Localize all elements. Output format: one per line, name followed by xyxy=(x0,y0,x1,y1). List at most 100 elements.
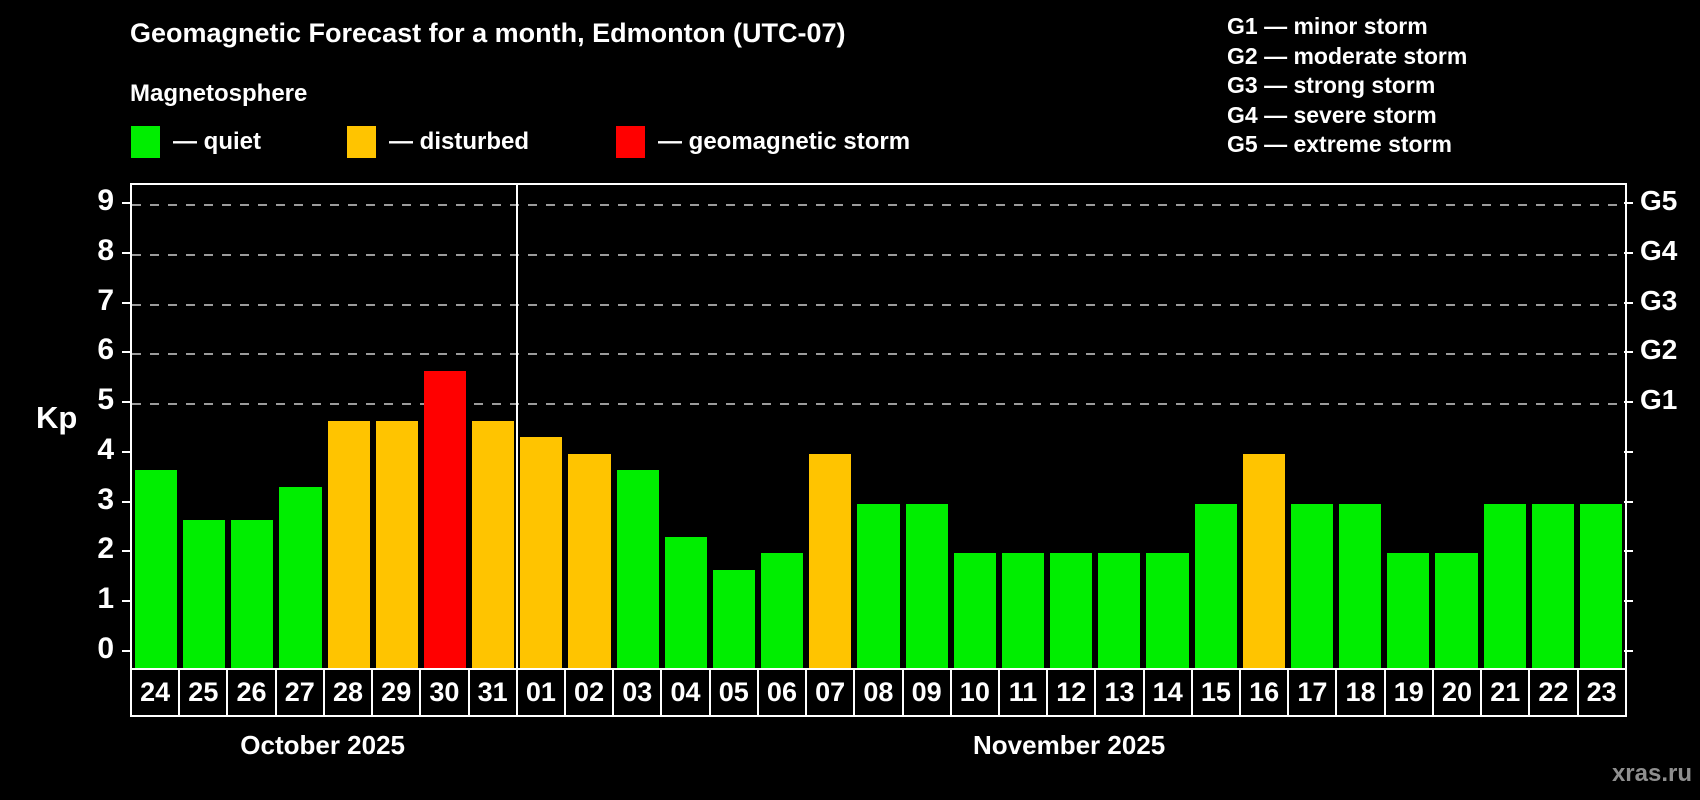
plot-area xyxy=(130,183,1627,670)
right-axis-tick xyxy=(1624,202,1633,205)
month-label-october: October 2025 xyxy=(240,730,406,760)
day-label: 15 xyxy=(1193,670,1242,715)
y-axis-tick xyxy=(122,351,131,354)
y-axis-tick xyxy=(122,202,131,205)
chart-subtitle: Magnetosphere xyxy=(130,80,308,107)
day-label: 12 xyxy=(1048,670,1097,715)
gridline-kp5 xyxy=(132,403,1625,406)
kp-bar-day21 xyxy=(1483,503,1526,670)
right-axis-tick xyxy=(1624,450,1633,453)
gridline-kp7 xyxy=(132,303,1625,306)
kp-bar-day08 xyxy=(857,503,900,670)
gridline-kp6 xyxy=(132,353,1625,356)
day-label: 18 xyxy=(1337,670,1386,715)
chart-title: Geomagnetic Forecast for a month, Edmont… xyxy=(130,18,846,48)
day-label: 22 xyxy=(1530,670,1579,715)
day-label: 02 xyxy=(566,670,615,715)
day-label: 25 xyxy=(180,670,229,715)
gridline-kp9 xyxy=(132,204,1625,207)
kp-bar-day25 xyxy=(183,519,226,670)
gridline-kp8 xyxy=(132,254,1625,256)
storm-scale-line: G5 — extreme storm xyxy=(1227,131,1452,157)
kp-bar-day31 xyxy=(472,420,515,670)
y-axis-tick xyxy=(122,649,131,652)
legend-item-disturbed: — disturbed xyxy=(347,126,529,158)
day-label: 04 xyxy=(662,670,711,715)
kp-bar-day09 xyxy=(905,503,948,670)
right-axis-tick xyxy=(1624,351,1633,354)
day-label: 19 xyxy=(1386,670,1434,715)
y-axis-tick xyxy=(122,252,131,254)
y-tick-label: 3 xyxy=(97,482,114,516)
day-label: 01 xyxy=(518,670,566,715)
kp-bar-day04 xyxy=(664,536,707,670)
month-boundary-line xyxy=(516,185,519,670)
kp-bar-day22 xyxy=(1531,503,1574,670)
day-label: 06 xyxy=(759,670,808,715)
storm-scale-legend: G1 — minor storm G2 — moderate storm G3 … xyxy=(1227,12,1467,160)
right-axis-tick xyxy=(1624,301,1633,304)
y-axis-label: Kp xyxy=(36,400,78,435)
day-label: 11 xyxy=(1000,670,1049,715)
g-scale-label-g5: G5 xyxy=(1640,185,1678,217)
kp-bar-day16 xyxy=(1242,453,1285,670)
disturbed-color-swatch xyxy=(347,126,376,158)
quiet-color-swatch xyxy=(131,126,160,158)
g-scale-label-g2: G2 xyxy=(1640,334,1678,366)
y-axis-tick xyxy=(122,599,131,602)
legend-item-storm: — geomagnetic storm xyxy=(616,126,910,158)
day-label: 21 xyxy=(1482,670,1531,715)
kp-bar-day01 xyxy=(520,437,563,670)
y-axis-tick xyxy=(122,401,131,404)
day-label: 09 xyxy=(904,670,952,715)
day-label: 14 xyxy=(1145,670,1193,715)
kp-bar-day26 xyxy=(231,519,274,670)
kp-bar-day24 xyxy=(135,470,178,670)
g-scale-label-g3: G3 xyxy=(1640,284,1678,316)
kp-bar-day14 xyxy=(1146,553,1189,670)
day-label: 28 xyxy=(325,670,374,715)
y-tick-label: 1 xyxy=(97,581,114,615)
kp-bar-day18 xyxy=(1339,503,1382,670)
kp-bar-day29 xyxy=(375,420,418,670)
day-label: 13 xyxy=(1096,670,1145,715)
kp-bar-day30 xyxy=(423,370,467,670)
storm-scale-line: G1 — minor storm xyxy=(1227,13,1428,39)
day-label: 08 xyxy=(855,670,904,715)
legend-label: — geomagnetic storm xyxy=(658,128,911,155)
day-label: 20 xyxy=(1434,670,1483,715)
kp-bar-day07 xyxy=(809,453,852,670)
legend-item-quiet: — quiet xyxy=(131,126,261,158)
legend-label: — disturbed xyxy=(389,128,530,155)
kp-bar-day11 xyxy=(1001,553,1045,670)
day-label: 10 xyxy=(952,670,1000,715)
kp-bar-day28 xyxy=(327,420,370,670)
right-axis-tick xyxy=(1624,550,1633,553)
day-label: 03 xyxy=(614,670,663,715)
right-axis-tick xyxy=(1624,500,1633,503)
y-tick-label: 9 xyxy=(97,184,114,218)
day-label: 26 xyxy=(228,670,277,715)
day-label: 30 xyxy=(421,670,470,715)
storm-scale-line: G3 — strong storm xyxy=(1227,72,1436,98)
y-axis-tick xyxy=(122,450,131,453)
kp-bar-day17 xyxy=(1290,503,1334,670)
day-axis: 24 25 26 27 28 29 30 31 01 02 03 04 05 06 07 08 09 10 11 12… xyxy=(130,668,1627,717)
kp-bar-day13 xyxy=(1098,553,1141,670)
kp-bar-day20 xyxy=(1435,553,1478,670)
storm-scale-line: G4 — severe storm xyxy=(1227,101,1437,128)
kp-bar-day05 xyxy=(712,569,756,670)
day-label: 31 xyxy=(470,670,518,715)
watermark: xras.ru xyxy=(1611,760,1692,787)
right-axis-tick xyxy=(1624,401,1633,404)
y-axis-tick xyxy=(122,550,131,553)
legend-label: — quiet xyxy=(173,128,261,155)
right-axis-tick xyxy=(1624,252,1633,254)
y-tick-label: 5 xyxy=(97,383,114,417)
y-axis-tick xyxy=(122,301,131,304)
day-label: 07 xyxy=(807,670,856,715)
storm-color-swatch xyxy=(616,126,645,158)
kp-bar-day15 xyxy=(1194,503,1237,670)
day-label: 17 xyxy=(1289,670,1338,715)
